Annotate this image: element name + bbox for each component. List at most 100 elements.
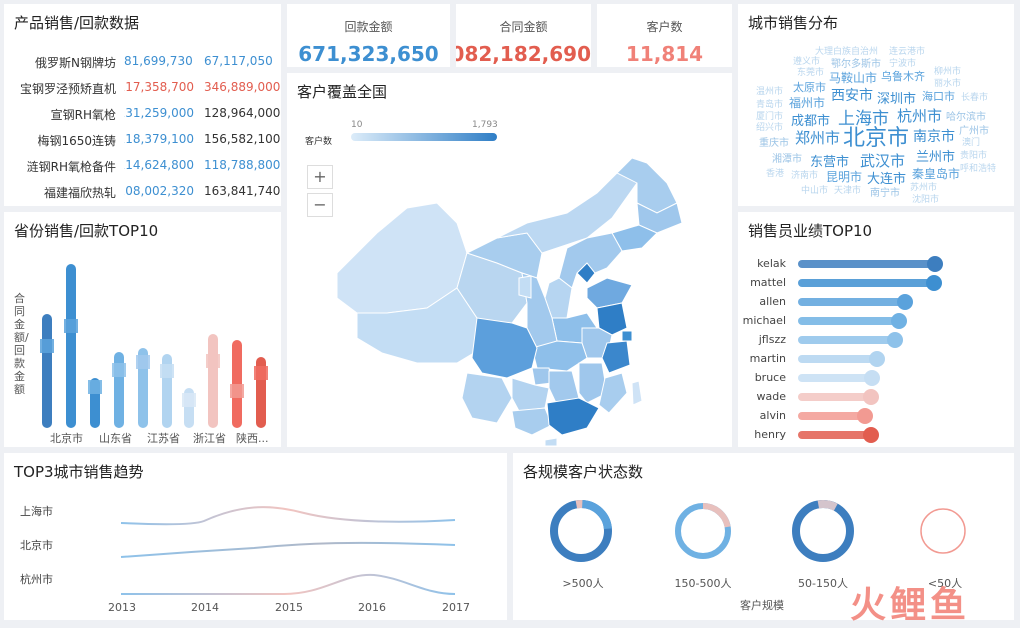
salesperson-panel: 销售员业绩TOP10 kelak mattel allen michael jflszz… (738, 212, 1014, 447)
region-shanghai (621, 330, 633, 342)
salesperson-row[interactable]: alvin (738, 408, 1014, 424)
salesperson-dot (897, 294, 913, 310)
salesperson-dot (891, 313, 907, 329)
product-row: 宣钢RH氧枪 131,259,000 128,964,000 (4, 100, 281, 126)
salesperson-row[interactable]: kelak (738, 256, 1014, 272)
salesperson-name: mattel (750, 276, 786, 289)
product-contract-value: 118,379,100 (124, 132, 194, 146)
donut-label: >500人 (562, 577, 604, 590)
product-contract-value: 114,624,800 (124, 158, 194, 172)
trend-panel: TOP3城市销售趋势 上海市 北京市 杭州市 2013 2014 2015 20… (4, 453, 507, 620)
bar-repay (112, 363, 126, 377)
salesperson-name: kelak (757, 257, 786, 270)
donut-ring (792, 500, 854, 562)
city-sales-panel: 城市销售分布 (738, 4, 1014, 206)
salesperson-bar (798, 412, 865, 420)
trend-title: TOP3城市销售趋势 (14, 463, 144, 481)
trend-line-shanghai (120, 506, 456, 526)
salesperson-dot (863, 389, 879, 405)
salesperson-bar (798, 298, 905, 306)
map-title: 客户覆盖全国 (297, 83, 388, 101)
donut-label: 50-150人 (798, 577, 848, 590)
donut-segment (792, 500, 854, 562)
salesperson-dot (864, 370, 880, 386)
bar-repay (254, 366, 268, 380)
salesperson-row[interactable]: mattel (738, 275, 1014, 291)
product-name: 福建福欣热轧 (43, 186, 116, 200)
salesperson-row[interactable]: jflszz (738, 332, 1014, 348)
trend-city-label: 杭州市 (20, 573, 53, 586)
salesperson-dot (927, 256, 943, 272)
product-row: 俄罗斯N钢牌坊 81,699,730 67,117,050 (4, 48, 281, 74)
salesperson-name: alvin (759, 409, 786, 422)
product-contract-value: 131,259,000 (124, 106, 194, 120)
bar-repay (40, 339, 54, 353)
region-fujian (598, 372, 628, 414)
bar-repay (230, 384, 244, 398)
trend-chart[interactable] (4, 453, 507, 620)
china-map[interactable] (287, 73, 732, 447)
legend-gradient-slider[interactable] (351, 133, 497, 141)
donut-chart[interactable] (513, 453, 1014, 620)
product-row: 福建福欣热轧 208,002,320 163,841,740 (4, 178, 281, 204)
salesperson-row[interactable]: wade (738, 389, 1014, 405)
kpi-value: 1,082,182,690 (456, 42, 591, 66)
product-sales-title: 产品销售/回款数据 (14, 14, 140, 32)
salesperson-bar (798, 317, 899, 325)
customer-scale-panel: 各规模客户状态数 >500人 150-500人 50-150人 <50人 客户规… (513, 453, 1014, 620)
province-title: 省份销售/回款TOP10 (14, 222, 159, 240)
kpi-card-customers: 客户数 11,814 (597, 4, 732, 67)
bar-repay (136, 355, 150, 369)
province-xlabel: 山东省 (99, 432, 132, 445)
donut-label: 150-500人 (674, 577, 732, 590)
salesperson-title: 销售员业绩TOP10 (748, 222, 873, 240)
salesperson-name: martin (749, 352, 786, 365)
salesperson-bar (798, 393, 871, 401)
product-repay-value: 128,964,000 (204, 106, 280, 120)
salesperson-row[interactable]: martin (738, 351, 1014, 367)
product-contract-value: 81,699,730 (124, 54, 193, 68)
salesperson-row[interactable]: henry (738, 427, 1014, 443)
region-jiangxi (578, 362, 608, 404)
salesperson-row[interactable]: michael (738, 313, 1014, 329)
product-repay-value: 163,841,740 (204, 184, 280, 198)
region-zhejiang (601, 340, 631, 374)
donut-segment (675, 503, 731, 559)
bar-repay (206, 354, 220, 368)
salesperson-name: wade (756, 390, 787, 403)
trend-city-label: 北京市 (20, 539, 53, 552)
kpi-label: 合同金额 (499, 20, 548, 34)
kpi-label: 回款金额 (344, 20, 393, 34)
trend-year-label: 2016 (358, 601, 386, 614)
province-xlabel: 江苏省 (147, 432, 180, 445)
salesperson-name: jflszz (758, 333, 786, 346)
bar-repay (88, 380, 102, 394)
customer-scale-title: 各规模客户状态数 (523, 463, 644, 481)
product-row: 涟钢RH氧枪备件 114,624,800 118,788,800 (4, 152, 281, 178)
donut-ring (920, 508, 966, 554)
bar-contract (42, 314, 52, 428)
kpi-value: 671,323,650 (298, 42, 439, 66)
salesperson-dot (863, 427, 879, 443)
zoom-in-button[interactable]: + (307, 165, 333, 189)
salesperson-row[interactable]: allen (738, 294, 1014, 310)
salesperson-dot (887, 332, 903, 348)
region-guangdong (546, 397, 600, 436)
product-repay-value: 346,889,000 (204, 80, 280, 94)
bar-contract (66, 264, 76, 428)
salesperson-row[interactable]: bruce (738, 370, 1014, 386)
province-chart[interactable] (4, 212, 281, 447)
kpi-card-repayment: 回款金额 671,323,650 (287, 4, 450, 67)
kpi-value: 11,814 (625, 42, 704, 66)
salesperson-name: henry (754, 428, 786, 441)
donut-segment (550, 500, 612, 562)
trend-year-label: 2014 (191, 601, 219, 614)
zoom-out-button[interactable]: − (307, 193, 333, 217)
trend-year-label: 2015 (275, 601, 303, 614)
product-name: 涟钢RH氧枪备件 (26, 160, 116, 174)
trend-line-beijing (120, 541, 456, 558)
region-shandong (586, 277, 633, 309)
salesperson-name: michael (742, 314, 786, 327)
province-xlabel: 浙江省 (193, 432, 226, 445)
map-panel: 客户覆盖全国 客户数 10 1,793 + − (287, 73, 732, 447)
